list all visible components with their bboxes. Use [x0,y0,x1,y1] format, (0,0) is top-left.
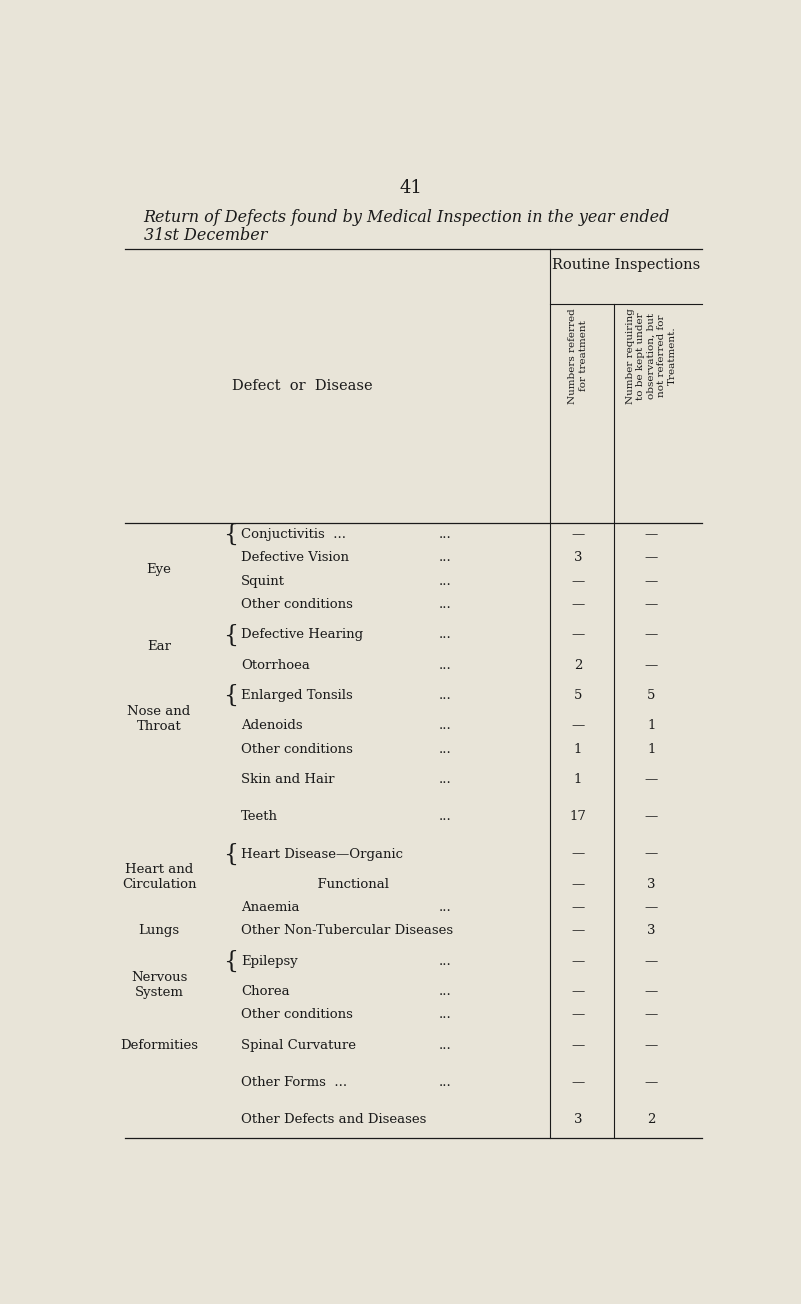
Text: Other conditions: Other conditions [241,599,353,612]
Text: —: — [645,985,658,998]
Text: Defect  or  Disease: Defect or Disease [231,379,372,393]
Text: Routine Inspections: Routine Inspections [552,258,700,273]
Text: —: — [645,1039,658,1052]
Text: Defective Hearing: Defective Hearing [241,629,363,642]
Text: Otorrhoea: Otorrhoea [241,659,310,672]
Text: —: — [645,575,658,588]
Text: —: — [645,659,658,672]
Text: Nose and
Throat: Nose and Throat [127,704,191,733]
Text: Defective Vision: Defective Vision [241,552,349,565]
Text: ...: ... [438,720,451,733]
Text: ...: ... [438,528,451,541]
Text: —: — [645,848,658,861]
Text: Lungs: Lungs [139,925,179,938]
Text: Return of Defects found by Medical Inspection in the year ended: Return of Defects found by Medical Inspe… [143,209,670,226]
Text: —: — [571,575,585,588]
Text: —: — [645,773,658,786]
Text: 5: 5 [647,689,655,702]
Text: {: { [223,523,238,546]
Text: —: — [571,720,585,733]
Text: {: { [223,623,238,647]
Text: —: — [571,901,585,914]
Text: —: — [645,599,658,612]
Text: —: — [571,599,585,612]
Text: —: — [571,1008,585,1021]
Text: Ear: Ear [147,640,171,653]
Text: {: { [223,842,238,866]
Text: —: — [645,528,658,541]
Text: ...: ... [438,1076,451,1089]
Text: Adenoids: Adenoids [241,720,303,733]
Text: —: — [571,985,585,998]
Text: ...: ... [438,599,451,612]
Text: Deformities: Deformities [120,1039,198,1052]
Text: Chorea: Chorea [241,985,290,998]
Text: 2: 2 [574,659,582,672]
Text: —: — [571,925,585,938]
Text: ...: ... [438,955,451,968]
Text: ...: ... [438,1008,451,1021]
Text: 1: 1 [647,720,655,733]
Text: 1: 1 [647,742,655,755]
Text: ...: ... [438,629,451,642]
Text: Nervous
System: Nervous System [131,970,187,999]
Text: ...: ... [438,985,451,998]
Text: 1: 1 [574,742,582,755]
Text: 5: 5 [574,689,582,702]
Text: —: — [645,901,658,914]
Text: —: — [645,1008,658,1021]
Text: —: — [571,878,585,891]
Text: Other conditions: Other conditions [241,742,353,755]
Text: —: — [571,1039,585,1052]
Text: Eye: Eye [147,563,171,576]
Text: —: — [645,1076,658,1089]
Text: —: — [571,1076,585,1089]
Text: —: — [571,848,585,861]
Text: Other Non-Tubercular Diseases: Other Non-Tubercular Diseases [241,925,453,938]
Text: Heart and
Circulation: Heart and Circulation [122,863,196,892]
Text: Anaemia: Anaemia [241,901,300,914]
Text: ...: ... [438,1039,451,1052]
Text: Squint: Squint [241,575,285,588]
Text: ...: ... [438,659,451,672]
Text: 3: 3 [574,1114,582,1127]
Text: Other Forms  ...: Other Forms ... [241,1076,347,1089]
Text: —: — [645,955,658,968]
Text: Numbers referred
for treatment: Numbers referred for treatment [569,308,588,404]
Text: Heart Disease—Organic: Heart Disease—Organic [241,848,403,861]
Text: ...: ... [438,689,451,702]
Text: Skin and Hair: Skin and Hair [241,773,335,786]
Text: Functional: Functional [241,878,389,891]
Text: —: — [645,810,658,823]
Text: Other conditions: Other conditions [241,1008,353,1021]
Text: —: — [571,955,585,968]
Text: Enlarged Tonsils: Enlarged Tonsils [241,689,352,702]
Text: {: { [223,949,238,973]
Text: —: — [645,552,658,565]
Text: —: — [571,629,585,642]
Text: Teeth: Teeth [241,810,278,823]
Text: Epilepsy: Epilepsy [241,955,298,968]
Text: —: — [645,629,658,642]
Text: Spinal Curvature: Spinal Curvature [241,1039,356,1052]
Text: ...: ... [438,552,451,565]
Text: 31st December: 31st December [143,227,267,244]
Text: ...: ... [438,742,451,755]
Text: 17: 17 [570,810,586,823]
Text: Number requiring
to be kept under
observation, but
not referred for
Treatment.: Number requiring to be kept under observ… [626,308,677,404]
Text: {: { [223,685,238,707]
Text: ...: ... [438,773,451,786]
Text: ...: ... [438,901,451,914]
Text: 1: 1 [574,773,582,786]
Text: 3: 3 [574,552,582,565]
Text: —: — [571,528,585,541]
Text: 41: 41 [399,179,422,197]
Text: ...: ... [438,810,451,823]
Text: ...: ... [438,575,451,588]
Text: Other Defects and Diseases: Other Defects and Diseases [241,1114,426,1127]
Text: 2: 2 [647,1114,655,1127]
Text: 3: 3 [647,925,656,938]
Text: 3: 3 [647,878,656,891]
Text: Conjuctivitis  ...: Conjuctivitis ... [241,528,346,541]
